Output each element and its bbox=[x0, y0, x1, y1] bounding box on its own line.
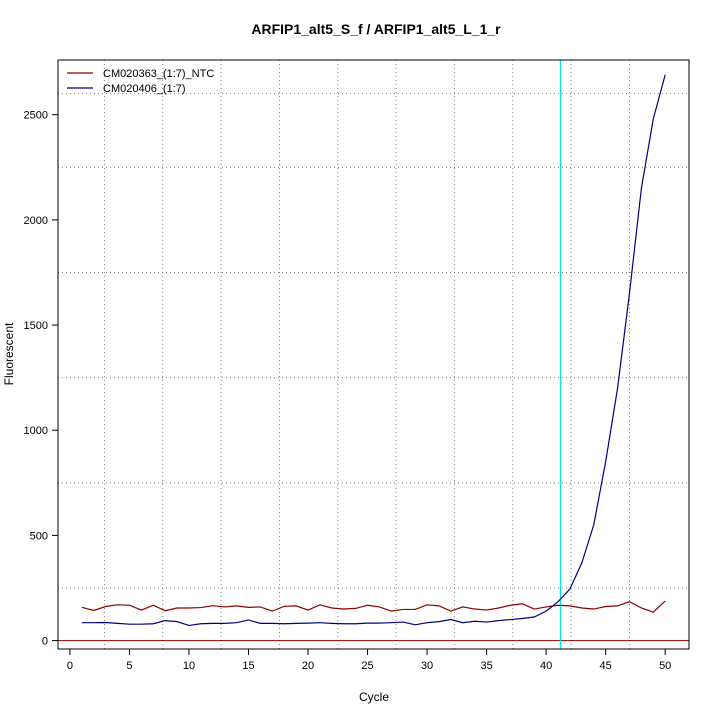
x-axis-title: Cycle bbox=[359, 690, 389, 704]
y-axis-title: Fluorescent bbox=[2, 322, 16, 385]
x-tick-label: 35 bbox=[480, 660, 492, 672]
series bbox=[81, 74, 666, 627]
x-tick-label: 10 bbox=[183, 660, 195, 672]
y-axis: 0 500 1000 1500 2000 2500 bbox=[24, 110, 59, 648]
x-tick-label: 5 bbox=[126, 660, 132, 672]
x-tick-label: 30 bbox=[421, 660, 433, 672]
y-tick-label: 1000 bbox=[24, 425, 48, 437]
x-tick-label: 20 bbox=[302, 660, 314, 672]
legend-label: CM020363_(1:7)_NTC bbox=[103, 68, 214, 80]
y-tick-label: 0 bbox=[42, 636, 48, 648]
y-tick-label: 2000 bbox=[24, 215, 48, 227]
x-tick-label: 15 bbox=[242, 660, 254, 672]
series-line-2 bbox=[81, 74, 666, 627]
legend-label: CM020406_(1:7) bbox=[103, 83, 186, 95]
series-line-1 bbox=[81, 600, 666, 613]
y-tick-label: 1500 bbox=[24, 320, 48, 332]
chart-title: ARFIP1_alt5_S_f / ARFIP1_alt5_L_1_r bbox=[251, 21, 501, 37]
x-tick-label: 25 bbox=[361, 660, 373, 672]
legend: CM020363_(1:7)_NTC CM020406_(1:7) bbox=[67, 68, 214, 95]
y-tick-label: 2500 bbox=[24, 110, 48, 122]
x-tick-label: 45 bbox=[600, 660, 612, 672]
x-tick-label: 0 bbox=[67, 660, 73, 672]
x-tick-label: 50 bbox=[659, 660, 671, 672]
x-tick-label: 40 bbox=[540, 660, 552, 672]
threshold bbox=[58, 60, 689, 649]
x-axis: 0 5 10 15 20 25 30 35 40 45 50 bbox=[67, 648, 671, 672]
y-tick-label: 500 bbox=[30, 530, 48, 542]
